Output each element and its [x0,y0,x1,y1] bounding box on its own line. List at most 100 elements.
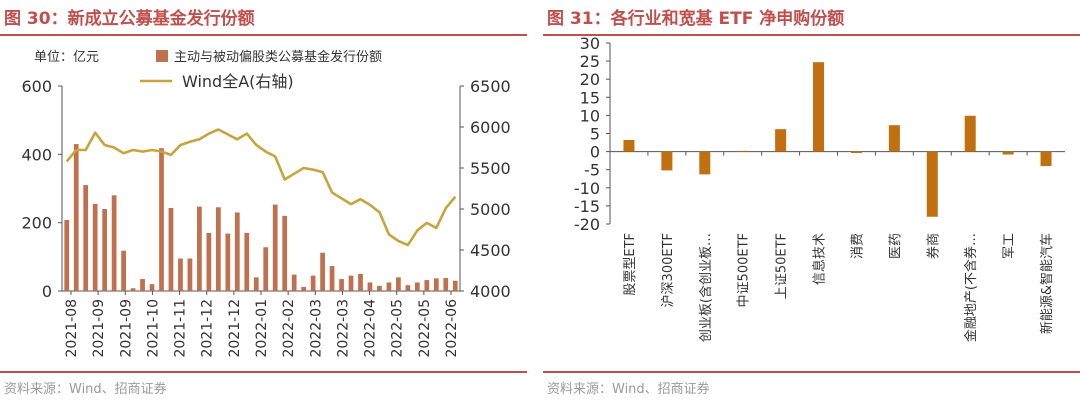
y-tick-label: 600 [21,77,52,96]
y-right-tick-label: 6500 [470,77,511,96]
bar [301,286,307,291]
category-label: 金融地产(不含券… [963,233,979,342]
right-source-note: 资料来源：Wind、招商证券 [547,382,710,397]
bar [1040,151,1052,167]
bar [263,247,269,291]
y-tick-label: 25 [580,52,600,71]
right-bottom-rule [543,371,1080,373]
x-tick-label: 2021-12 [200,299,216,358]
bar [187,258,193,291]
bar [197,206,202,291]
legend-bar-swatch [156,50,168,62]
left-chart-title: 图 30：新成立公募基金发行份额 [4,9,255,29]
bar [926,151,938,217]
bar [377,285,382,291]
unit-label: 单位：亿元 [34,50,99,65]
bar [64,219,70,291]
bar [850,151,862,154]
category-label: 股票型ETF [623,233,638,296]
bar [964,115,976,152]
bar [92,203,98,291]
category-label: 沪深300ETF [660,233,676,307]
y-tick-label: 10 [580,106,600,125]
x-tick-label: 2021-09 [91,299,107,358]
bar [358,273,363,291]
bar [329,266,335,291]
category-label: 创业板(含创业板… [698,233,714,342]
bar [737,150,749,152]
x-tick-label: 2022-05 [417,299,433,358]
x-tick-label: 2021-11 [173,299,189,358]
left-title-rule [0,34,527,36]
x-tick-label: 2022-05 [390,299,406,358]
y-tick-label: 0 [42,282,52,301]
bar [291,274,297,291]
y-tick-label: 15 [580,88,600,107]
bar [405,285,411,291]
category-label: 消费 [850,233,865,259]
bar [282,215,288,291]
category-label: 券商 [925,233,941,259]
bar [320,252,325,291]
x-tick-label: 2021-12 [227,299,243,358]
y-tick-label: 200 [21,214,52,233]
bar [661,151,673,171]
bar [225,233,231,291]
bar [253,277,259,291]
bar [121,250,126,291]
left-chart-svg: 0 200 400 600 4000 4500 5000 5500 6000 6500 2021-0… [21,49,511,358]
y-tick-label: -20 [574,215,600,234]
y-tick-label: 30 [580,34,600,53]
series-line [65,128,457,247]
legend-bar-label: 主动与被动偏股类公募基金发行份额 [174,49,382,65]
bar [443,278,449,291]
bar [102,209,108,291]
bar [1002,151,1014,155]
category-label: 信息技术 [812,233,828,285]
category-label: 医药 [888,233,903,259]
x-tick-label: 2022-04 [363,299,379,358]
bar [414,282,420,291]
x-tick-label: 2022-02 [281,299,297,358]
x-tick-label: 2022-06 [444,299,460,358]
bar [452,280,458,291]
bar [699,151,711,175]
bar [168,207,174,291]
left-chart-panel: 图 30：新成立公募基金发行份额 0 200 400 600 4000 4500 5000 5… [0,0,527,400]
x-tick-label: 2022-03 [308,299,324,358]
bar [130,288,136,291]
x-tick-label: 2021-10 [145,299,161,358]
bar [339,279,344,291]
bar [215,207,221,291]
bar [424,280,430,291]
y-tick-label: 5 [590,125,600,144]
y-right-tick-label: 5500 [470,159,511,178]
bar [73,144,79,291]
y-tick-label: 20 [580,70,600,89]
y-tick-label: 400 [21,145,52,164]
bar [623,140,635,152]
x-tick-label: 2021-09 [118,299,134,358]
bar [433,278,439,291]
left-source-note: 资料来源：Wind、招商证券 [4,382,167,397]
category-label: 中证500ETF [737,233,752,307]
x-tick-label: 2022-01 [254,299,270,358]
y-tick-label: -10 [574,179,600,198]
right-chart-title: 图 31：各行业和宽基 ETF 净申购份额 [547,9,845,29]
bar [234,212,240,291]
category-label: 新能源&智能汽车 [1039,233,1055,334]
right-title-rule [543,34,1080,36]
right-chart-panel: 图 31：各行业和宽基 ETF 净申购份额 -20 -15 -10 -5 0 5 10 15 2… [543,0,1080,400]
bar [178,258,183,291]
bar [159,148,164,291]
bar [775,129,787,152]
bar [111,195,117,291]
category-label: 军工 [1002,233,1017,259]
y-right-tick-label: 6000 [470,118,511,137]
y-right-tick-label: 5000 [470,200,511,219]
bar [348,275,354,291]
y-right-tick-label: 4000 [470,282,511,301]
legend-line-label: Wind全A(右轴) [182,72,294,91]
y-tick-label: -5 [584,161,600,180]
bar [813,62,825,152]
